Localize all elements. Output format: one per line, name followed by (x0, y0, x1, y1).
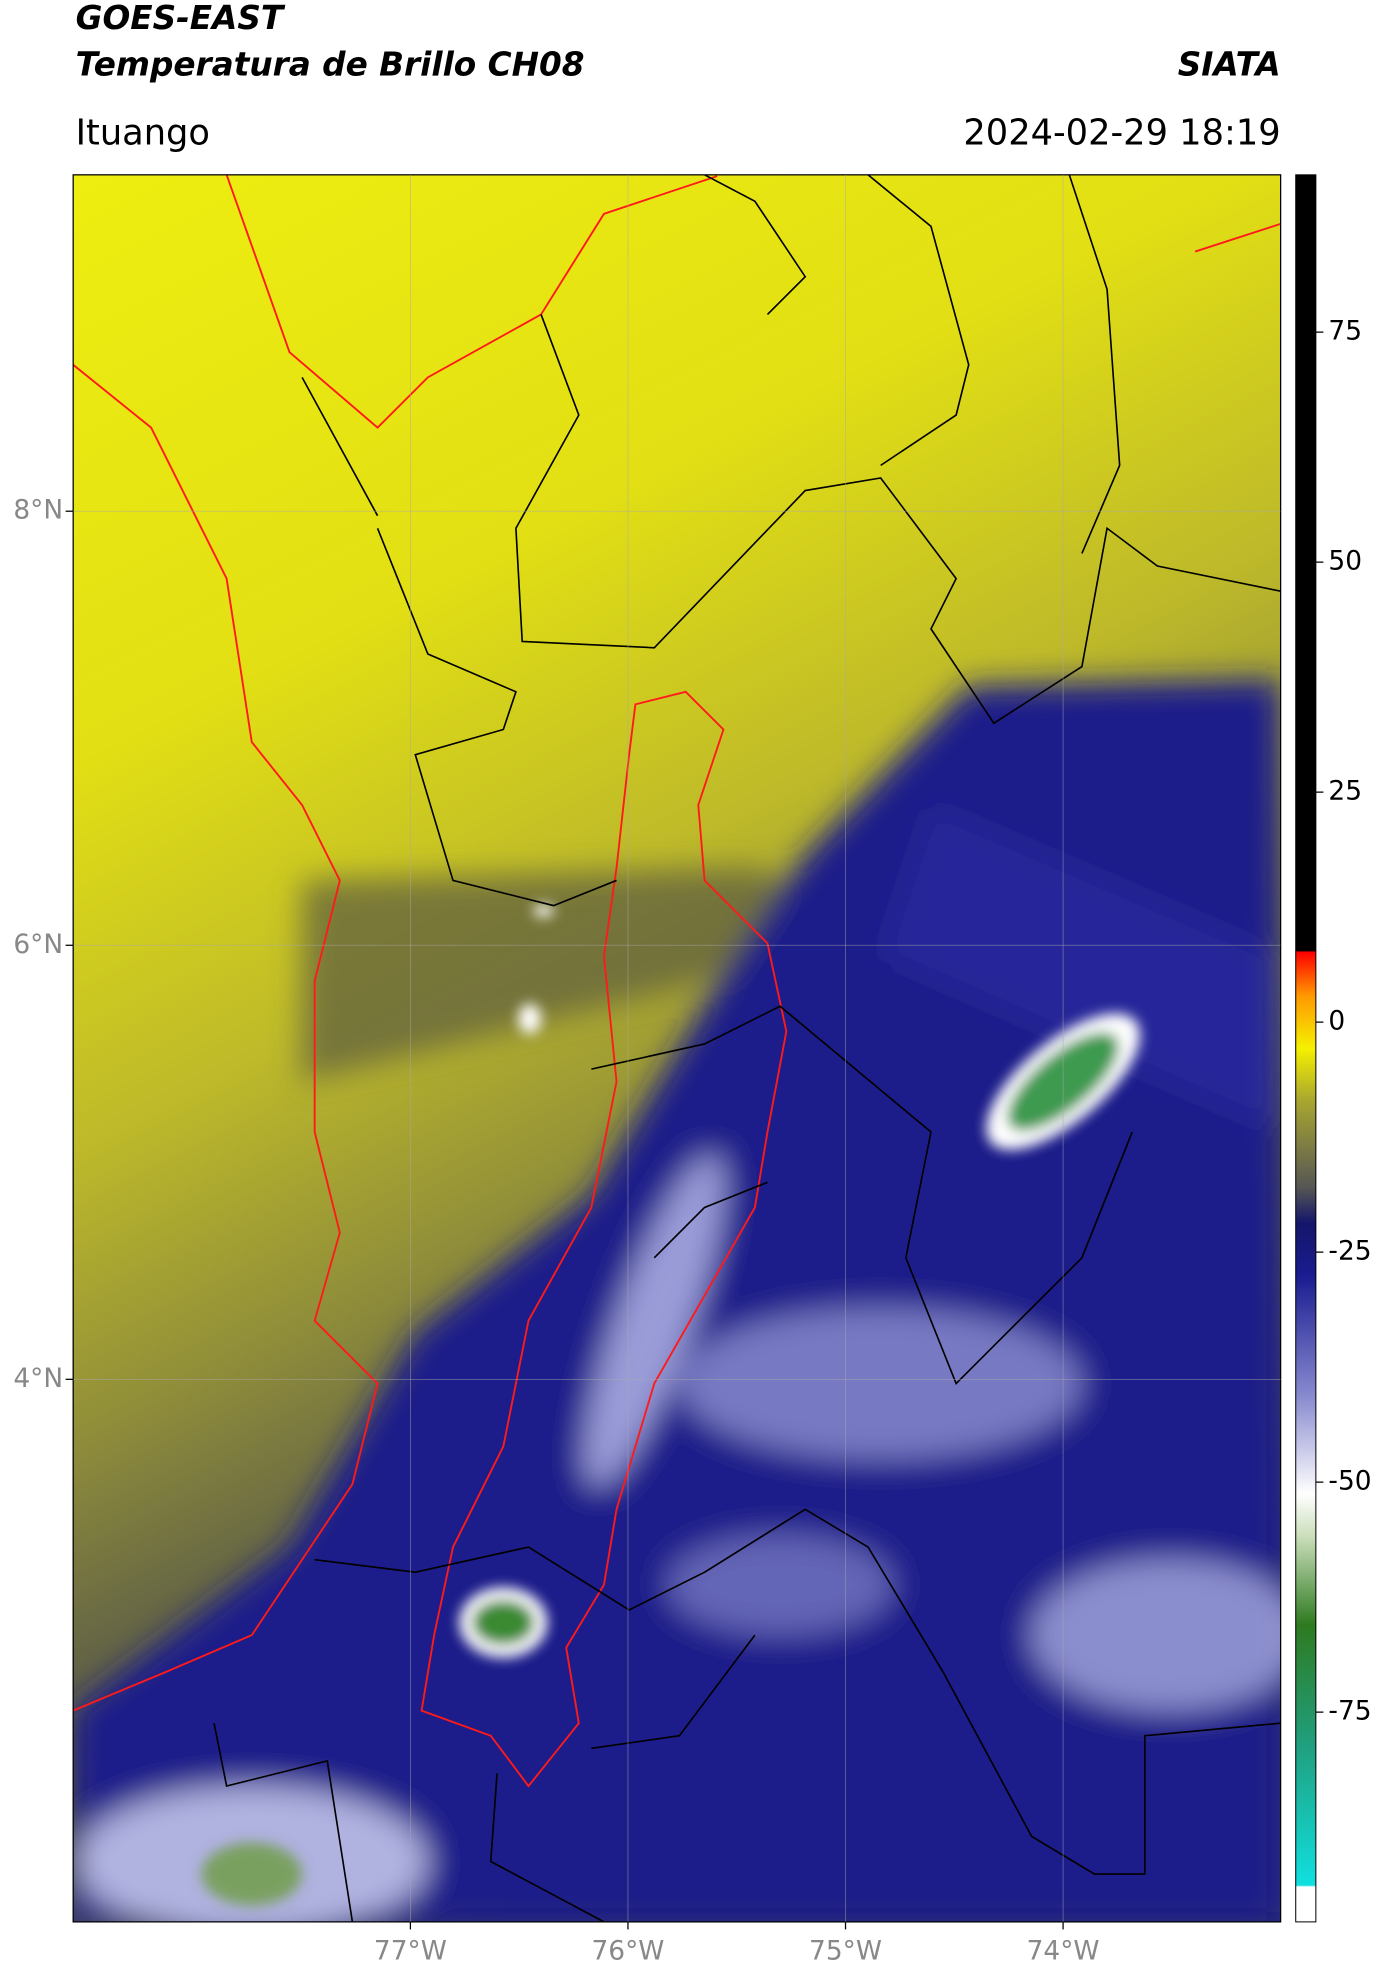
region: Ituango (76, 113, 210, 154)
colorbar-tick-label: 50 (1328, 546, 1362, 577)
colorbar-tick-label: 75 (1328, 316, 1362, 347)
product: Temperatura de Brillo CH08 (76, 46, 585, 84)
graticule (73, 174, 1281, 1922)
agency: SIATA (1178, 46, 1281, 84)
lat-tick-label: 8°N (13, 495, 63, 526)
lon-tick-label: 74°W (1027, 1936, 1100, 1967)
colorbar-tick-label: -50 (1328, 1466, 1371, 1497)
lon-tick-label: 77°W (374, 1936, 447, 1967)
colorbar-tick-label: 0 (1328, 1006, 1345, 1037)
colorbar-tick-label: 25 (1328, 776, 1362, 807)
timestamp: 2024-02-29 18:19 (963, 113, 1280, 154)
lon-tick-label: 75°W (809, 1936, 882, 1967)
map-frame (72, 174, 1282, 1923)
colorbar (1295, 174, 1317, 1923)
lat-tick-label: 4°N (13, 1363, 63, 1394)
map-image (73, 174, 1281, 1922)
colorbar-tick-label: -75 (1328, 1696, 1371, 1727)
satellite: GOES-EAST (76, 0, 286, 37)
lat-tick-label: 6°N (13, 929, 63, 960)
lon-tick-label: 76°W (591, 1936, 664, 1967)
colorbar-tick-label: -25 (1328, 1236, 1371, 1267)
